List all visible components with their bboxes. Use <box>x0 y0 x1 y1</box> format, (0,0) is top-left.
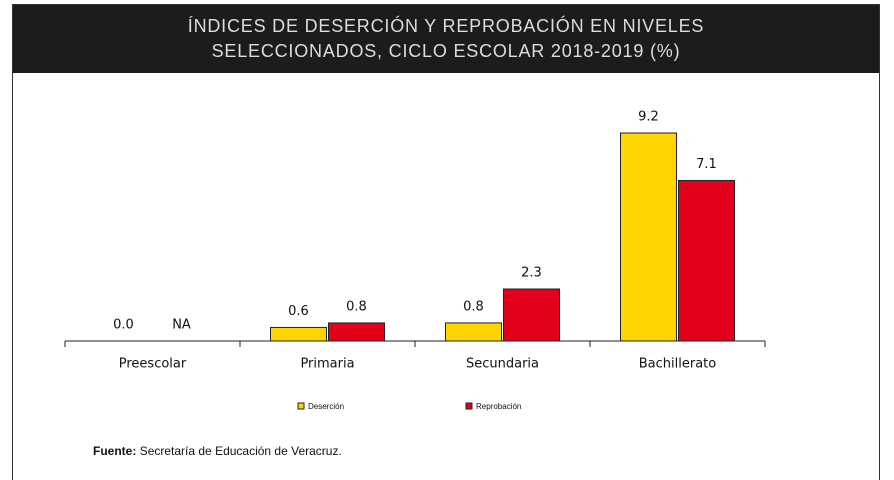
x-tick-label: Secundaria <box>466 357 539 372</box>
source-text: Secretaría de Educación de Veracruz. <box>140 444 342 458</box>
x-tick-label: Bachillerato <box>639 357 717 372</box>
chart-title: ÍNDICES DE DESERCIÓN Y REPROBACIÓN EN NI… <box>187 16 705 61</box>
source-label: Fuente: <box>93 444 136 458</box>
value-label: 9.2 <box>638 110 659 125</box>
value-label: 0.8 <box>346 299 367 314</box>
bar <box>678 179 735 342</box>
legend-label: Deserción <box>308 402 344 411</box>
value-label: 2.3 <box>521 266 542 281</box>
legend-swatch <box>465 402 473 410</box>
value-label: 0.6 <box>288 304 309 319</box>
title-bar: ÍNDICES DE DESERCIÓN Y REPROBACIÓN EN NI… <box>13 5 879 73</box>
legend-swatch <box>297 402 305 410</box>
legend-label: Reprobación <box>476 402 521 411</box>
bar <box>328 322 385 342</box>
bar <box>270 326 327 342</box>
bar <box>620 132 677 342</box>
value-label: 7.1 <box>696 157 717 172</box>
value-label: 0.8 <box>463 299 484 314</box>
x-tick-label: Preescolar <box>119 357 187 372</box>
value-label: NA <box>172 318 191 333</box>
x-tick-label: Primaria <box>300 357 354 372</box>
source: Fuente: Secretaría de Educación de Verac… <box>93 444 342 458</box>
bar <box>445 322 502 342</box>
chart-frame: ÍNDICES DE DESERCIÓN Y REPROBACIÓN EN NI… <box>12 4 880 480</box>
value-label: 0.0 <box>113 318 134 333</box>
bar <box>503 288 560 342</box>
